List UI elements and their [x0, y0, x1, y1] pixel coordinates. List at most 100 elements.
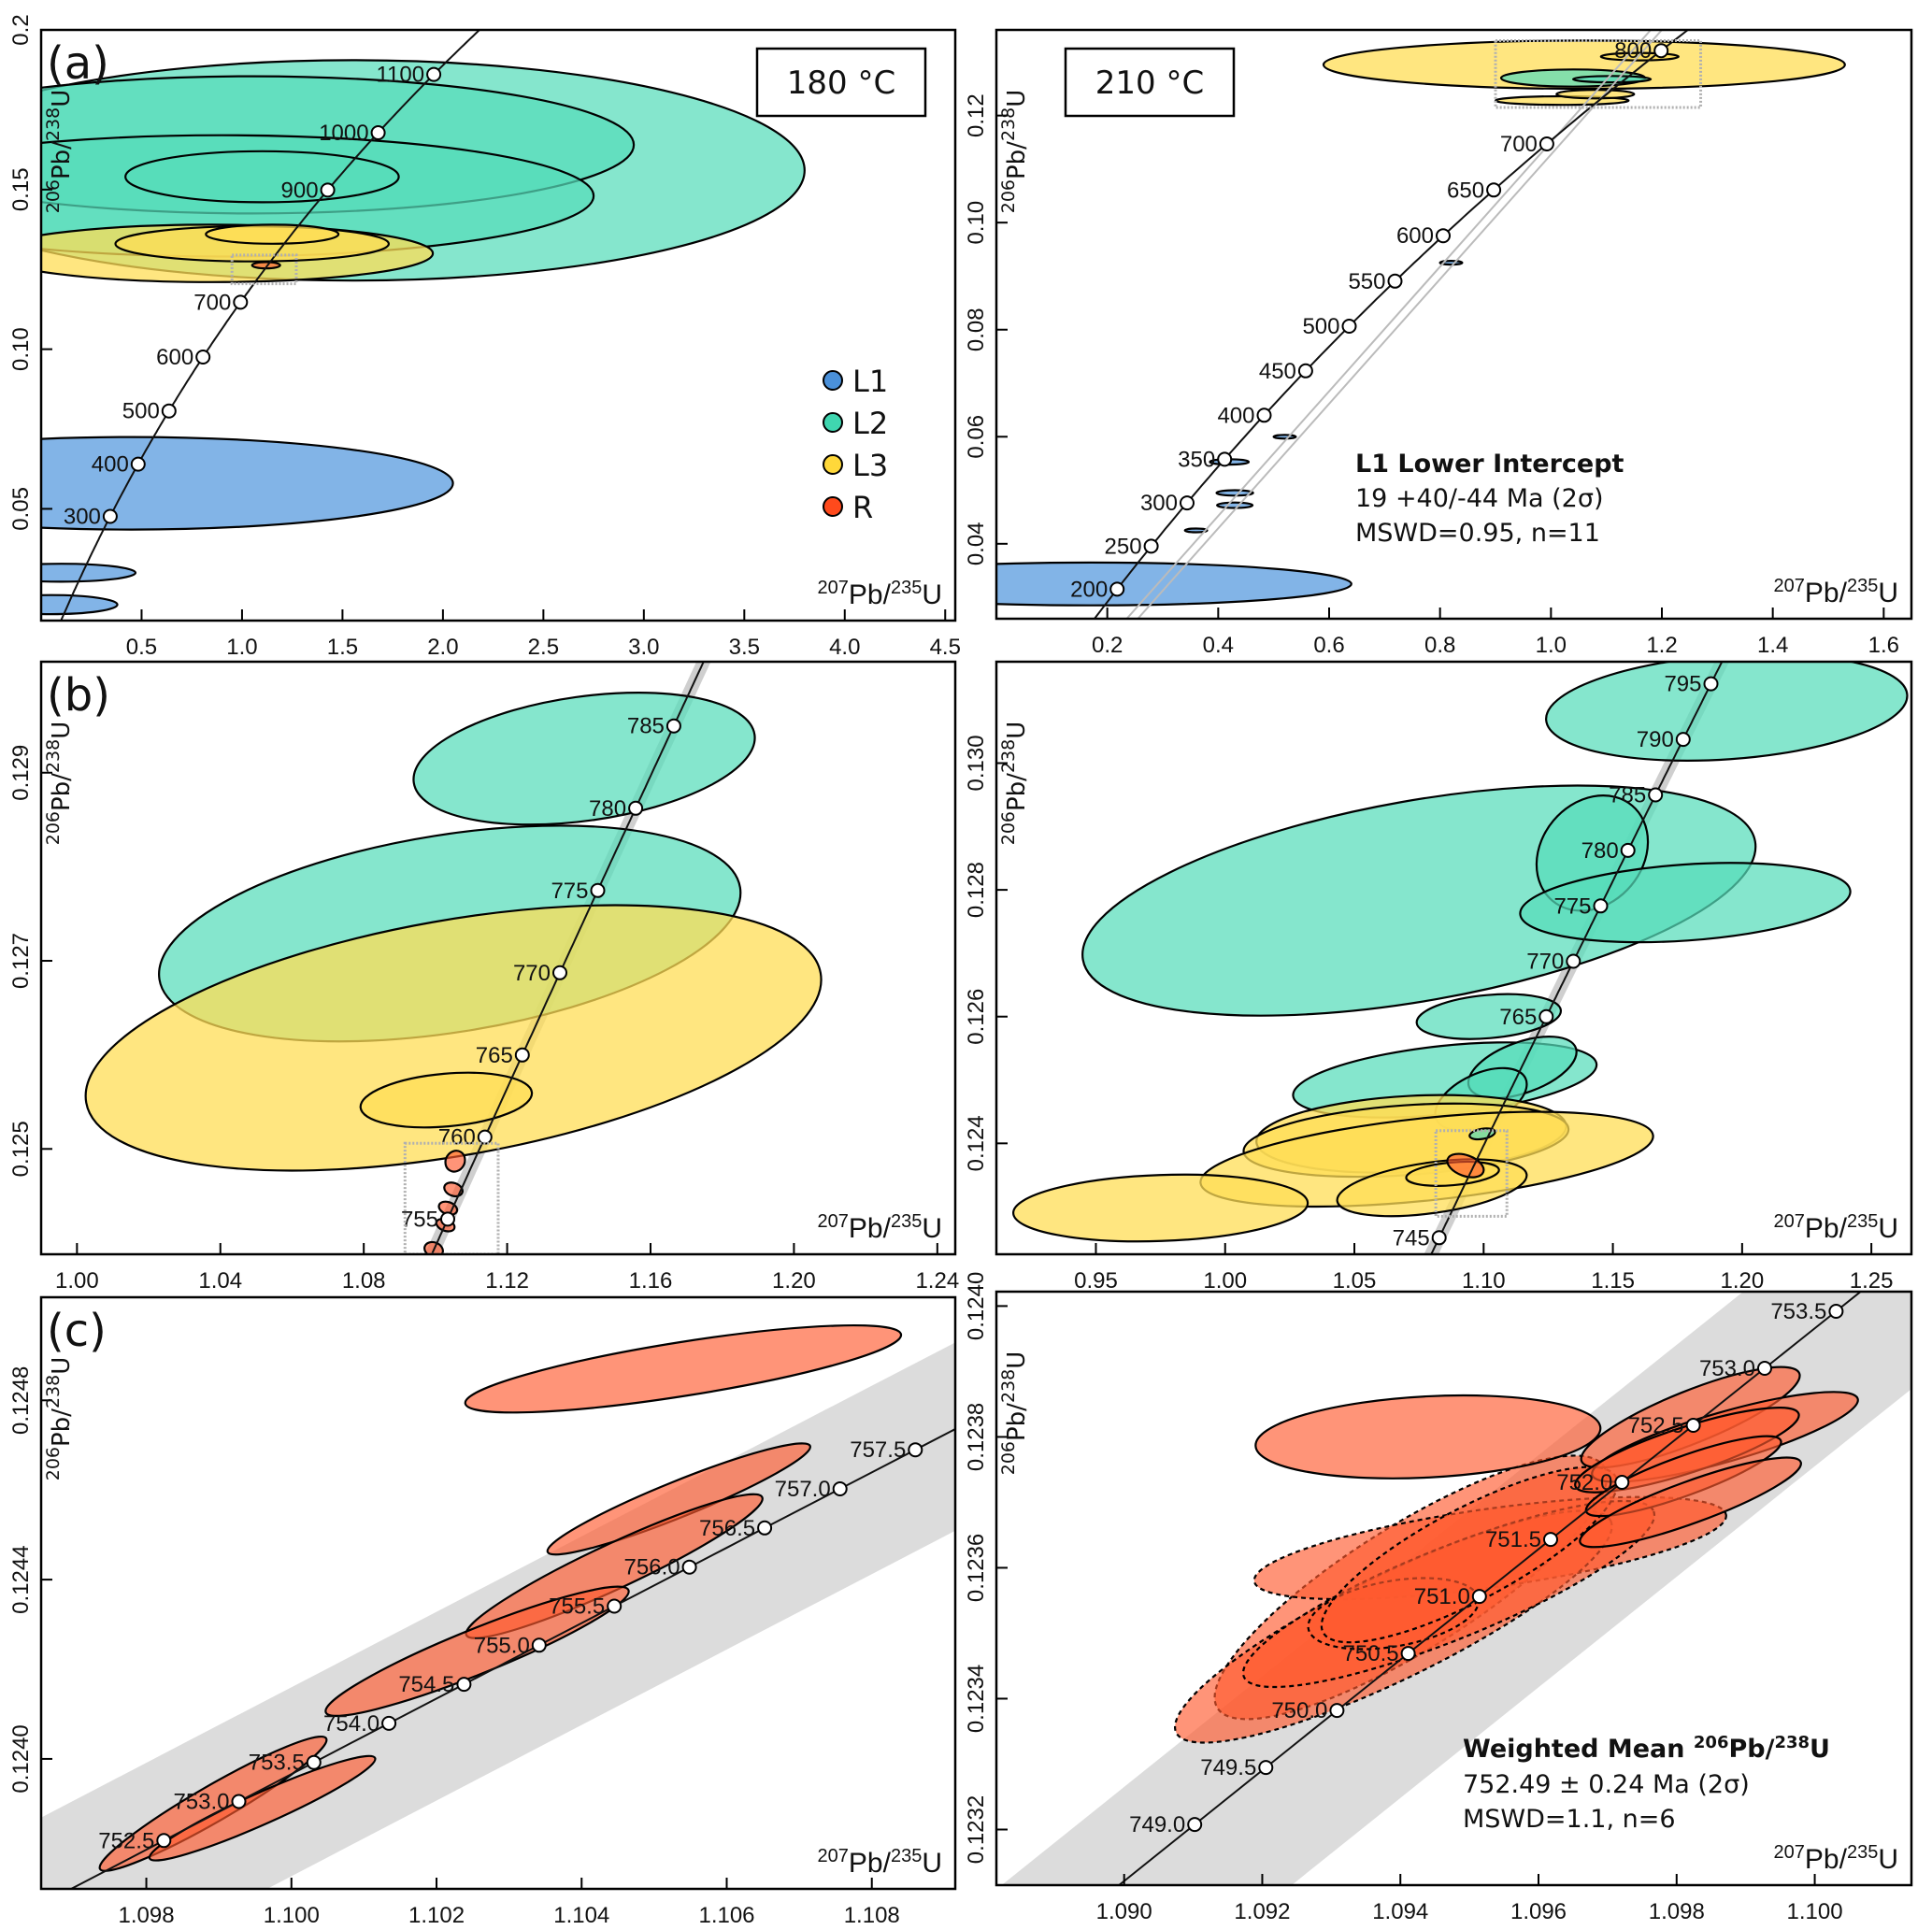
- age-marker: [1217, 451, 1233, 467]
- x-tick-label: 4.0: [829, 635, 860, 660]
- age-marker: [908, 1442, 923, 1458]
- x-tick-label: 1.102: [408, 1903, 465, 1928]
- y-tick-label: 0.08: [964, 307, 989, 351]
- age-marker: [1685, 1418, 1701, 1433]
- age-marker: [1387, 273, 1403, 289]
- error-ellipse-l1: [41, 593, 119, 616]
- panel-label: (c): [47, 1305, 107, 1357]
- age-label: 749.0: [1129, 1812, 1185, 1837]
- error-ellipse-l1: [996, 561, 1352, 607]
- x-tick-label: 1.15: [1591, 1268, 1635, 1294]
- age-marker: [306, 1754, 322, 1770]
- age-marker: [665, 718, 681, 734]
- x-tick-label: 1.08: [342, 1268, 386, 1294]
- age-marker: [440, 1211, 455, 1227]
- y-tick-label: 0.10: [964, 201, 989, 245]
- age-label: 750.0: [1271, 1698, 1327, 1723]
- age-marker: [1675, 732, 1691, 748]
- error-ellipse-l3: [1011, 1173, 1309, 1243]
- age-label: 775: [1553, 894, 1591, 919]
- age-marker: [1566, 953, 1581, 969]
- age-marker: [1297, 363, 1313, 379]
- y-axis-label: 206Pb/238U: [998, 90, 1031, 214]
- age-marker: [552, 965, 567, 980]
- age-label: 770: [513, 961, 551, 986]
- x-tick-label: 1.4: [1757, 633, 1788, 658]
- age-marker: [1329, 1703, 1345, 1719]
- zoom-box: [403, 1141, 500, 1254]
- age-marker: [1109, 581, 1125, 597]
- age-marker: [1828, 1304, 1844, 1319]
- age-marker: [1143, 538, 1159, 554]
- error-ellipse-l3: [205, 223, 340, 245]
- legend-marker-l3: [823, 454, 843, 475]
- x-axis-label: 207Pb/235U: [1774, 1211, 1898, 1244]
- y-tick-label: 0.06: [964, 415, 989, 459]
- age-label: 755: [401, 1207, 438, 1232]
- age-label: 753.5: [249, 1751, 305, 1776]
- age-label: 400: [92, 452, 129, 478]
- plot-area: 745 765 770 775 780 785 790 795: [1011, 662, 1909, 1254]
- error-ellipse-l2: [1571, 75, 1653, 84]
- age-label: 745: [1393, 1225, 1430, 1251]
- error-ellipse-l3: [359, 1071, 534, 1129]
- temperature-box: [755, 47, 927, 118]
- intercept-title: L1 Lower Intercept: [1355, 450, 1624, 479]
- age-marker: [1436, 228, 1451, 244]
- age-marker: [1538, 136, 1554, 151]
- temperature-label: 180 °C: [787, 64, 895, 102]
- x-tick-label: 1.12: [485, 1268, 529, 1294]
- x-tick-label: 0.4: [1203, 633, 1234, 658]
- age-label: 755.5: [549, 1594, 605, 1620]
- plot-frame: [39, 660, 957, 1256]
- age-marker: [130, 456, 146, 472]
- age-label: 780: [589, 796, 626, 822]
- error-ellipse-l3: [84, 904, 823, 1172]
- age-marker: [1653, 43, 1669, 59]
- x-tick-label: 0.5: [126, 635, 157, 660]
- age-marker: [1486, 182, 1502, 198]
- x-tick-label: 1.098: [1649, 1899, 1705, 1924]
- age-label: 757.0: [775, 1477, 831, 1502]
- x-tick-label: 1.104: [553, 1903, 609, 1928]
- zoom-box: [1434, 1129, 1509, 1218]
- panel-label: (b): [47, 669, 110, 722]
- age-label: 500: [122, 399, 160, 424]
- age-marker: [456, 1677, 472, 1693]
- age-marker: [757, 1520, 773, 1536]
- legend-marker-l2: [823, 412, 843, 433]
- x-tick-label: 1.6: [1868, 633, 1899, 658]
- error-ellipse-l1: [1215, 501, 1254, 509]
- error-ellipse-r: [1579, 1456, 1802, 1549]
- age-label: 300: [1140, 491, 1178, 516]
- y-tick-label: 0.125: [8, 1121, 34, 1177]
- panel-b-right: 745 765 770 775 780 785 790 795 0.95 1.00 1.05 1.10…: [964, 660, 1913, 1294]
- error-ellipse-l3: [1322, 39, 1846, 91]
- y-axis-label: 206Pb/238U: [998, 722, 1031, 846]
- age-label: 756.5: [699, 1516, 755, 1541]
- plot-frame: [39, 28, 957, 622]
- age-marker: [1593, 898, 1609, 914]
- age-marker: [832, 1481, 848, 1496]
- age-label: 1000: [319, 121, 368, 146]
- plot-frame: [995, 28, 1913, 621]
- panel-b-left: 755 760 765 770 775 780 785 1.00 1.04 1.08 1.12 1.1…: [8, 660, 959, 1294]
- age-marker: [1543, 1532, 1558, 1548]
- age-label: 795: [1664, 672, 1701, 697]
- error-ellipse-l2: [412, 692, 756, 826]
- x-tick-label: 0.6: [1313, 633, 1344, 658]
- x-tick-label: 3.0: [628, 635, 659, 660]
- age-label: 753.0: [173, 1790, 229, 1815]
- concordia-curve: [60, 30, 481, 621]
- age-label: 770: [1526, 950, 1564, 975]
- y-tick-label: 0.1236: [964, 1534, 989, 1602]
- age-marker: [628, 800, 644, 816]
- age-label: 752.5: [98, 1828, 154, 1853]
- y-tick-label: 0.04: [964, 522, 989, 565]
- age-marker: [1538, 1008, 1554, 1024]
- y-axis-label: 206Pb/238U: [43, 1357, 76, 1481]
- y-tick-label: 0.2: [8, 14, 34, 45]
